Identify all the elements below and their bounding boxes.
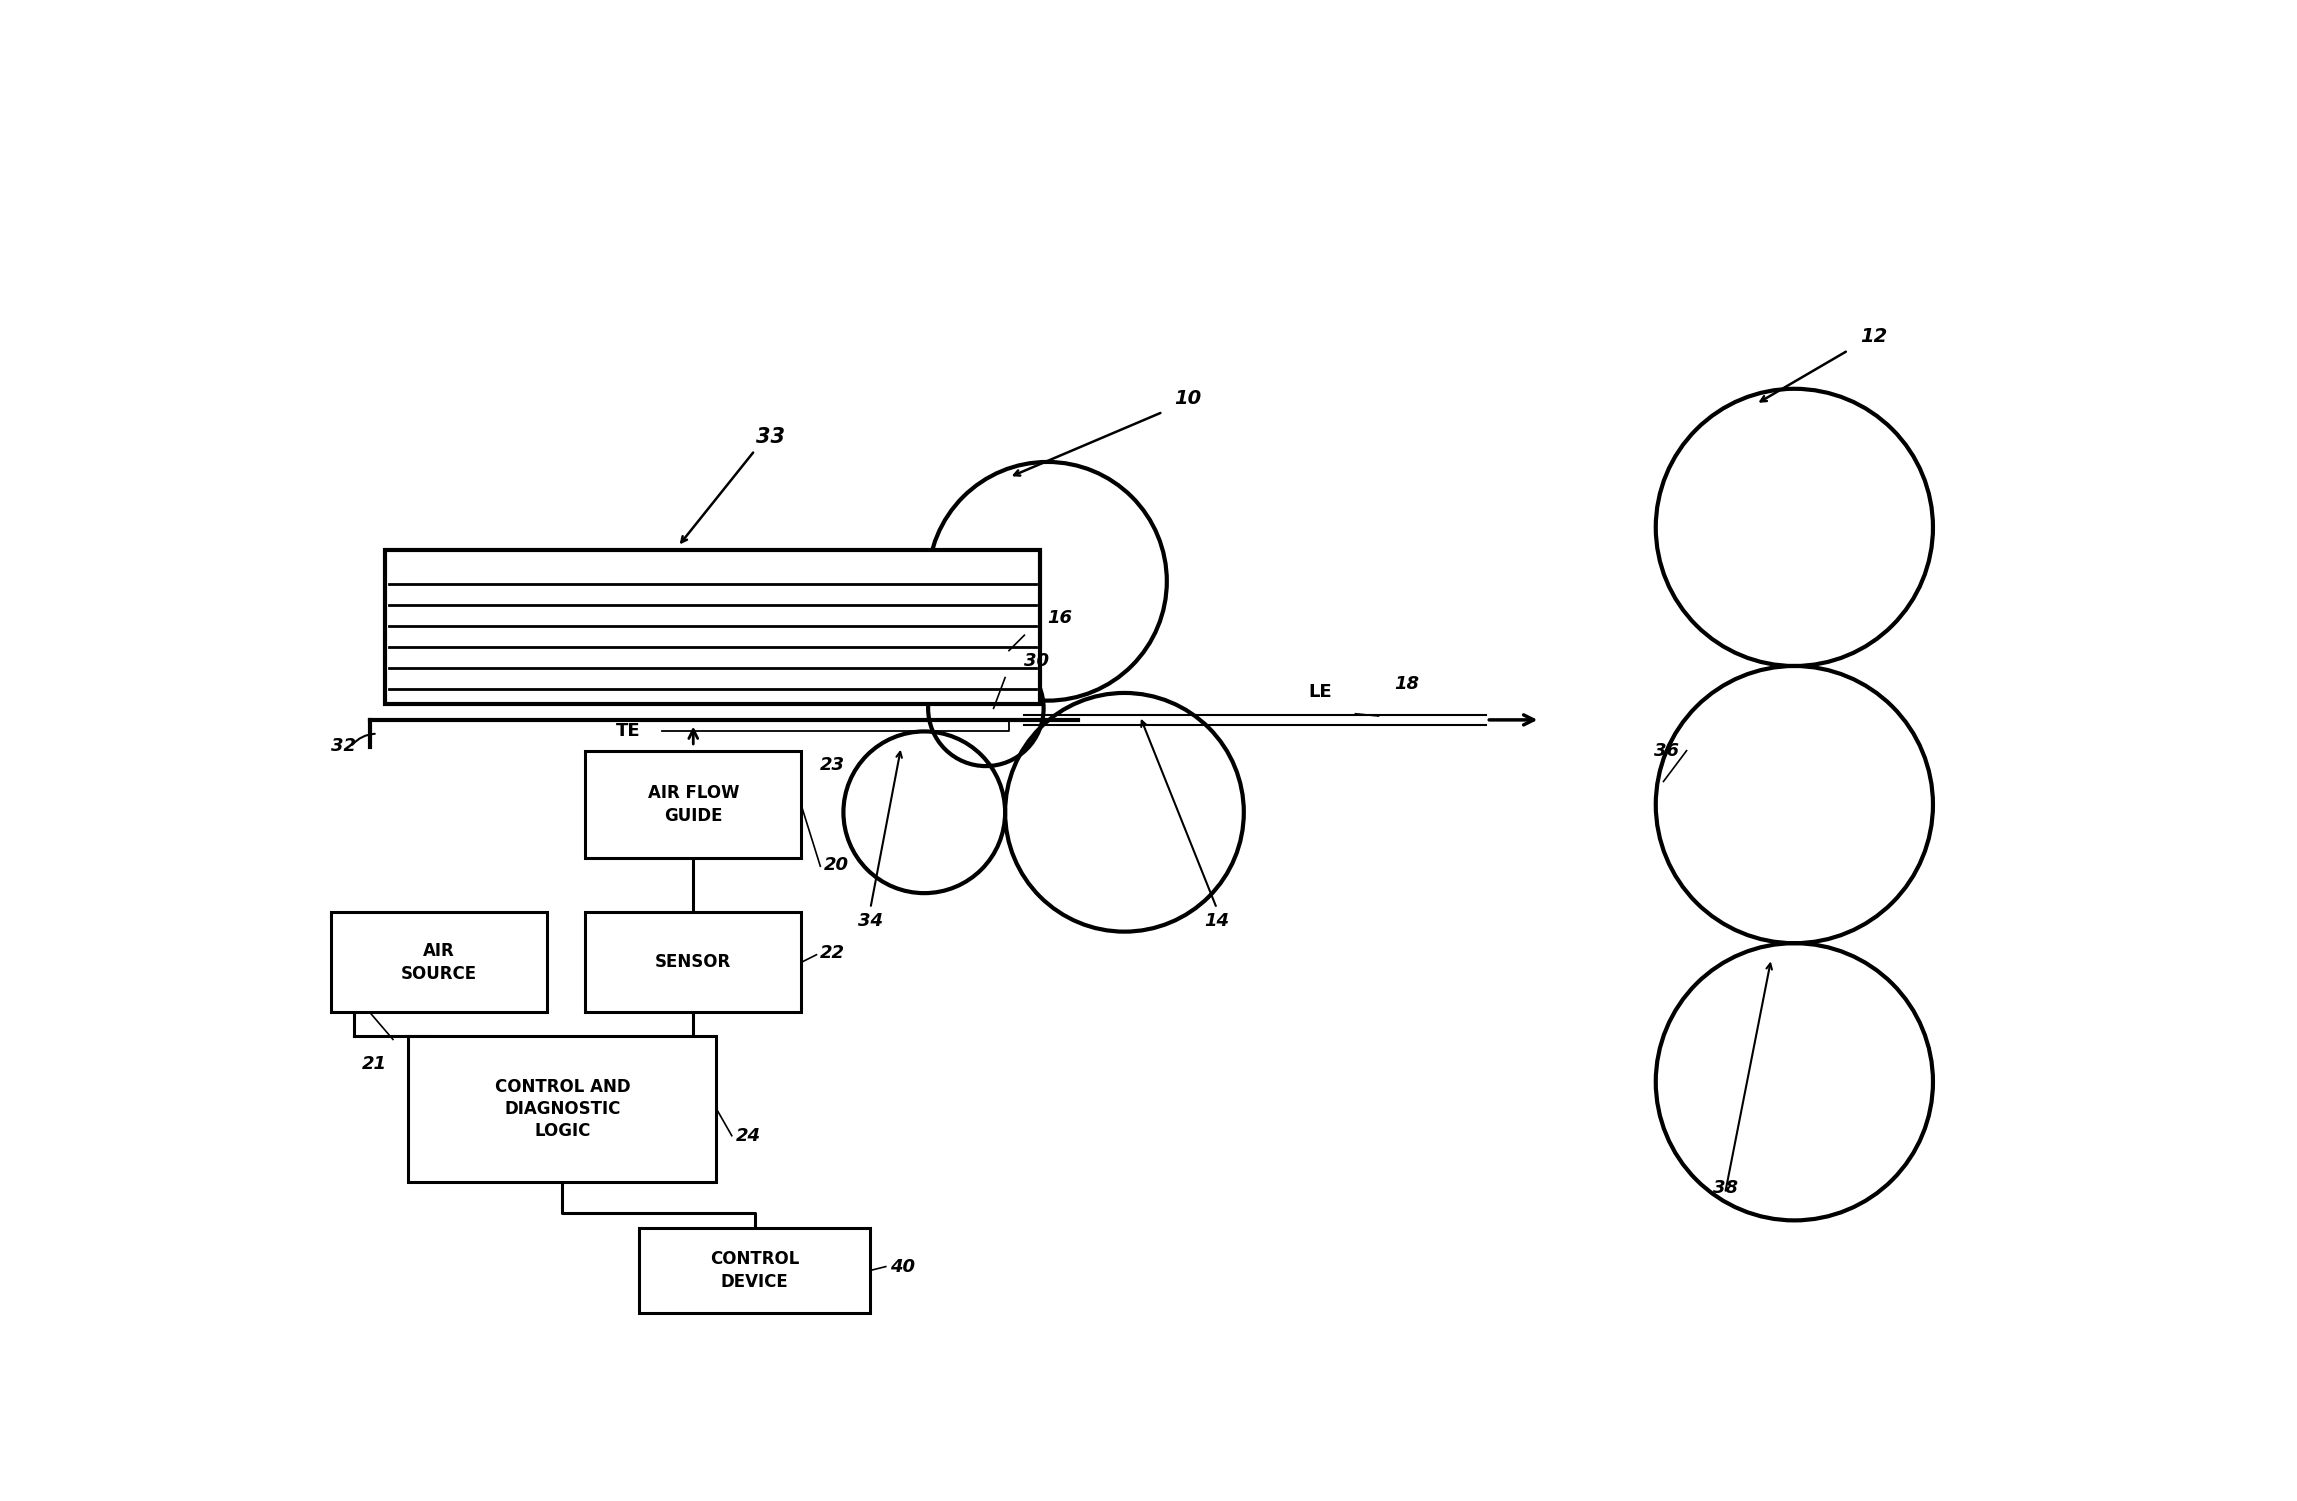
FancyBboxPatch shape	[639, 1228, 871, 1313]
Text: 10: 10	[1174, 389, 1201, 408]
Text: 18: 18	[1394, 675, 1420, 693]
FancyBboxPatch shape	[331, 913, 547, 1013]
Text: 32: 32	[331, 737, 356, 755]
FancyBboxPatch shape	[409, 1036, 717, 1181]
Text: CONTROL
DEVICE: CONTROL DEVICE	[710, 1250, 799, 1291]
Text: 20: 20	[825, 856, 850, 874]
Text: 14: 14	[1204, 913, 1229, 931]
FancyBboxPatch shape	[586, 913, 802, 1013]
Text: 23: 23	[820, 757, 845, 775]
FancyBboxPatch shape	[586, 750, 802, 859]
Text: 30: 30	[1024, 651, 1050, 669]
FancyBboxPatch shape	[386, 551, 1041, 704]
Text: LE: LE	[1309, 683, 1332, 701]
Text: CONTROL AND
DIAGNOSTIC
LOGIC: CONTROL AND DIAGNOSTIC LOGIC	[494, 1078, 629, 1139]
Text: 16: 16	[1047, 609, 1073, 627]
Text: AIR FLOW
GUIDE: AIR FLOW GUIDE	[648, 785, 740, 824]
Text: 22: 22	[820, 944, 845, 962]
Text: 24: 24	[735, 1127, 760, 1145]
Text: SENSOR: SENSOR	[655, 953, 730, 971]
Text: 33: 33	[756, 426, 786, 446]
Text: 38: 38	[1714, 1180, 1737, 1198]
Text: 34: 34	[857, 913, 882, 931]
Text: 40: 40	[889, 1258, 914, 1276]
Text: 12: 12	[1861, 327, 1888, 347]
Text: TE: TE	[616, 722, 641, 740]
Text: 36: 36	[1654, 741, 1679, 760]
Text: AIR
SOURCE: AIR SOURCE	[402, 943, 478, 983]
Text: 21: 21	[363, 1055, 388, 1073]
